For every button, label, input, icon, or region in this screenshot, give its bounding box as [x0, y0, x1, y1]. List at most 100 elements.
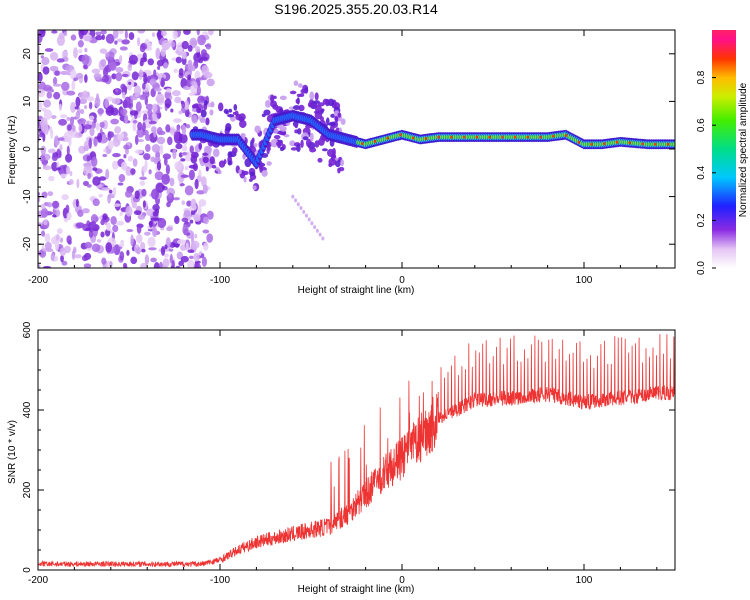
snr-x-tick-label: -200 — [28, 575, 48, 586]
noise-blob — [116, 38, 123, 43]
scatter-blob — [218, 160, 226, 168]
noise-blob — [132, 121, 137, 132]
noise-blob — [38, 191, 41, 196]
noise-blob — [147, 42, 153, 47]
noise-blob — [160, 48, 166, 57]
scatter-blob — [327, 148, 335, 157]
noise-blob — [127, 155, 134, 162]
scatter-blob — [314, 92, 319, 101]
noise-blob — [63, 31, 68, 37]
colorbar-tick-label: 0.2 — [696, 213, 707, 227]
noise-blob — [119, 55, 123, 64]
noise-blob — [38, 222, 43, 227]
noise-blob — [88, 137, 92, 149]
noise-blob — [186, 200, 192, 207]
noise-blob — [47, 148, 56, 154]
scatter-blob — [273, 135, 281, 140]
noise-blob — [173, 118, 181, 123]
noise-blob — [56, 167, 62, 171]
noise-blob — [38, 264, 41, 268]
scatter-blob — [270, 138, 279, 148]
noise-blob — [98, 215, 103, 220]
noise-blob — [75, 222, 85, 229]
noise-blob — [70, 116, 75, 126]
noise-blob — [60, 173, 67, 178]
noise-blob — [92, 176, 101, 186]
noise-blob — [181, 151, 188, 156]
noise-blob — [196, 30, 200, 36]
noise-blob — [95, 35, 103, 41]
noise-blob — [83, 263, 92, 268]
noise-blob — [116, 220, 125, 226]
scatter-blob — [233, 104, 238, 111]
noise-blob — [84, 256, 89, 261]
scatter-blob — [309, 147, 317, 153]
scatter-blob — [270, 100, 277, 108]
noise-blob — [39, 155, 46, 162]
noise-blob — [105, 242, 113, 253]
noise-blob — [88, 229, 94, 239]
snr-y-label: SNR (10 * v/v) — [7, 420, 18, 484]
noise-blob — [124, 30, 128, 40]
noise-blob — [152, 210, 159, 217]
noise-blob — [161, 39, 171, 51]
noise-blob — [66, 235, 72, 244]
noise-blob — [130, 256, 138, 265]
noise-blob — [93, 117, 97, 124]
noise-blob — [181, 145, 188, 152]
colorbar-label: Normalized spectral amplitude — [738, 82, 749, 217]
spectrogram-y-ticks: 20 10 0 -10 -20 — [22, 34, 675, 264]
noise-blob — [66, 211, 72, 221]
noise-blob — [178, 110, 183, 115]
scatter-blob — [294, 124, 298, 129]
noise-blob — [190, 198, 197, 209]
noise-blob — [102, 213, 108, 220]
noise-blob — [84, 74, 88, 83]
spectrogram-y-tick-label: 0 — [22, 146, 33, 152]
noise-blob — [150, 126, 157, 133]
scatter-blob — [211, 164, 217, 169]
noise-blob — [41, 230, 45, 237]
noise-blob — [110, 107, 119, 116]
scatter-blob — [261, 113, 266, 118]
noise-blob — [49, 65, 59, 72]
noise-blob — [128, 32, 135, 41]
scatter-blob — [317, 157, 323, 163]
scatter-blob — [205, 117, 210, 126]
noise-blob — [77, 119, 84, 123]
noise-blob — [165, 124, 171, 133]
scatter-blob — [322, 98, 329, 105]
noise-blob — [49, 51, 59, 61]
noise-blob — [122, 91, 126, 99]
noise-blob — [88, 101, 93, 110]
noise-blob — [156, 161, 162, 171]
scatter-blob — [251, 137, 255, 144]
noise-blob — [194, 178, 199, 190]
scatter-blob — [297, 83, 303, 88]
noise-blob — [175, 143, 183, 150]
noise-blob — [50, 253, 55, 261]
noise-blob — [75, 110, 81, 120]
noise-blob — [84, 241, 93, 249]
noise-blob — [181, 40, 189, 50]
noise-blob — [174, 161, 183, 171]
noise-blob — [197, 95, 206, 105]
scatter-blob — [289, 90, 297, 95]
scatter-blob — [302, 136, 309, 141]
scatter-blob — [198, 142, 203, 150]
spectrogram-y-tick-label: 20 — [22, 48, 33, 60]
scatter-blob — [307, 217, 311, 222]
scatter-blob — [279, 146, 285, 152]
noise-blob — [121, 73, 129, 77]
noise-blob — [79, 109, 85, 115]
noise-blob — [147, 236, 156, 247]
noise-blob — [147, 108, 153, 118]
noise-blob — [85, 227, 92, 232]
snr-frame — [37, 329, 676, 571]
noise-blob — [181, 200, 186, 206]
noise-blob — [181, 217, 189, 223]
noise-blob — [56, 228, 63, 235]
scatter-blob — [199, 117, 206, 123]
noise-blob — [193, 252, 200, 262]
noise-blob — [76, 178, 80, 189]
